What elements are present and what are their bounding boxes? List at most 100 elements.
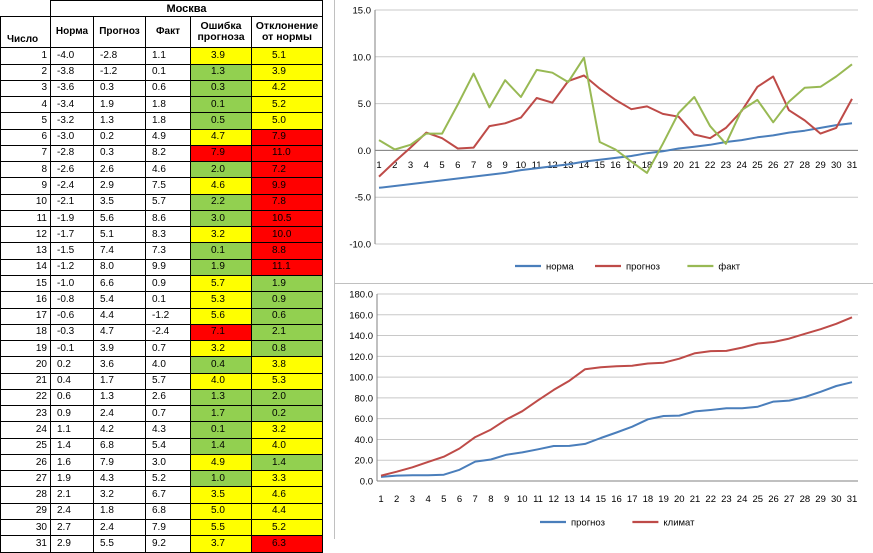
- table-row: 20 0.2 3.6 4.0 0.4 3.8: [0, 356, 323, 374]
- cell-day: 26: [0, 453, 51, 472]
- cell-error: 0.1: [190, 421, 252, 439]
- temperature-chart: 15.0 10.0 5.0 0.0 -5.0 -10.0 1 2 3 4 5 6 7 8 9 10 11 12 13…: [334, 0, 873, 284]
- table-row: 4 -3.4 1.9 1.8 0.1 5.2: [0, 96, 323, 114]
- cell-day: 19: [0, 340, 51, 358]
- cell-deviation: 4.6: [251, 486, 323, 504]
- cell-forecast: 1.3: [93, 112, 146, 130]
- cell-forecast: 4.4: [93, 307, 146, 325]
- cell-deviation: 1.4: [251, 453, 323, 472]
- cell-fact: 0.7: [145, 340, 191, 358]
- x-tick-label: 28: [799, 160, 810, 171]
- cell-norm: -0.8: [50, 291, 94, 309]
- cell-error: 1.4: [190, 437, 252, 455]
- y-tick-label: 20.0: [355, 456, 374, 467]
- x-tick-label: 20: [673, 160, 684, 171]
- x-tick-label: 15: [596, 494, 607, 505]
- x-tick-label: 22: [705, 160, 716, 171]
- table-row: 14 -1.2 8.0 9.9 1.9 11.1: [0, 258, 323, 276]
- x-tick-label: 10: [516, 160, 527, 171]
- cell-error: 2.0: [190, 161, 252, 179]
- x-tick-label: 5: [439, 160, 444, 171]
- x-tick-label: 16: [611, 494, 622, 505]
- cell-fact: 4.6: [145, 161, 191, 179]
- cell-forecast: 3.2: [93, 486, 146, 504]
- cell-forecast: 4.2: [93, 421, 146, 439]
- x-tick-label: 23: [721, 494, 732, 505]
- forecast-table: Москва Число Норма Прогноз Факт Ошибка п…: [0, 0, 323, 553]
- x-tick-label: 26: [768, 160, 779, 171]
- cell-error: 3.2: [190, 226, 252, 244]
- table-row: 16 -0.8 5.4 0.1 5.3 0.9: [0, 291, 323, 309]
- cell-deviation: 2.0: [251, 388, 323, 407]
- cell-fact: -2.4: [145, 323, 191, 342]
- cell-day: 5: [0, 112, 51, 130]
- x-tick-label: 17: [626, 160, 637, 171]
- cell-deviation: 11.0: [251, 144, 323, 163]
- cell-forecast: 3.9: [93, 340, 146, 358]
- table-row: 15 -1.0 6.6 0.9 5.7 1.9: [0, 274, 323, 293]
- cell-fact: 5.7: [145, 193, 191, 211]
- cell-fact: 6.7: [145, 486, 191, 504]
- cell-norm: -1.5: [50, 242, 94, 260]
- cell-norm: -1.0: [50, 274, 94, 293]
- cell-day: 29: [0, 502, 51, 520]
- cell-error: 5.0: [190, 502, 252, 520]
- table-row: 29 2.4 1.8 6.8 5.0 4.4: [0, 502, 323, 520]
- y-tick-label: 60.0: [355, 414, 374, 425]
- cell-forecast: 2.9: [93, 177, 146, 195]
- cell-error: 2.2: [190, 193, 252, 211]
- x-tick-label: 3: [410, 494, 415, 505]
- x-tick-label: 8: [488, 494, 493, 505]
- x-tick-label: 2: [394, 494, 399, 505]
- table-row: 7 -2.8 0.3 8.2 7.9 11.0: [0, 144, 323, 163]
- y-tick-label: -5.0: [355, 193, 371, 204]
- cell-deviation: 4.2: [251, 79, 323, 98]
- cell-error: 5.6: [190, 307, 252, 325]
- cumulative-chart: 180.0 160.0 140.0 120.0 100.0 80.0 60.0 40.0 20.…: [334, 284, 873, 539]
- x-tick-label: 23: [721, 160, 732, 171]
- cell-fact: 9.9: [145, 258, 191, 276]
- cell-forecast: 6.8: [93, 437, 146, 455]
- cell-day: 10: [0, 193, 51, 211]
- x-tick-label: 18: [642, 160, 653, 171]
- cell-deviation: 0.6: [251, 307, 323, 325]
- cell-fact: 4.0: [145, 356, 191, 374]
- cell-deviation: 6.3: [251, 535, 323, 553]
- cell-deviation: 2.1: [251, 323, 323, 342]
- y-tick-label: 0.0: [358, 146, 371, 157]
- cell-deviation: 5.2: [251, 518, 323, 537]
- cell-deviation: 9.9: [251, 177, 323, 195]
- cell-forecast: 5.6: [93, 209, 146, 228]
- cell-deviation: 5.1: [251, 47, 323, 65]
- table-row: 12 -1.7 5.1 8.3 3.2 10.0: [0, 226, 323, 244]
- cell-norm: -3.2: [50, 112, 94, 130]
- x-tick-label: 24: [737, 494, 748, 505]
- x-tick-label: 10: [517, 494, 528, 505]
- legend-label: факт: [718, 262, 740, 273]
- cell-error: 1.0: [190, 470, 252, 488]
- series-line: [378, 122, 853, 189]
- cell-norm: 1.6: [50, 453, 94, 472]
- x-tick-label: 1: [378, 494, 383, 505]
- cell-deviation: 3.9: [251, 63, 323, 81]
- table-row: 24 1.1 4.2 4.3 0.1 3.2: [0, 421, 323, 439]
- cell-error: 3.7: [190, 535, 252, 553]
- cell-forecast: 1.9: [93, 96, 146, 114]
- cell-deviation: 4.0: [251, 437, 323, 455]
- cell-fact: 1.1: [145, 47, 191, 65]
- series-line: [380, 381, 853, 478]
- temperature-chart-svg: 15.010.05.00.0-5.0-10.01 2 3 4 5 6 7 8 9 10 11 12 13…: [349, 6, 858, 273]
- cell-forecast: 2.4: [93, 518, 146, 537]
- cell-day: 7: [0, 144, 51, 163]
- x-tick-label: 14: [579, 160, 590, 171]
- cell-day: 16: [0, 291, 51, 309]
- cell-error: 7.9: [190, 144, 252, 163]
- empty-corner-cell: [0, 0, 51, 18]
- table-row: 31 2.9 5.5 9.2 3.7 6.3: [0, 535, 323, 553]
- x-tick-label: 29: [815, 494, 826, 505]
- cell-forecast: 3.5: [93, 193, 146, 211]
- header-day: Число: [0, 16, 51, 49]
- x-tick-label: 31: [847, 494, 858, 505]
- cell-fact: 6.8: [145, 502, 191, 520]
- x-tick-label: 18: [643, 494, 654, 505]
